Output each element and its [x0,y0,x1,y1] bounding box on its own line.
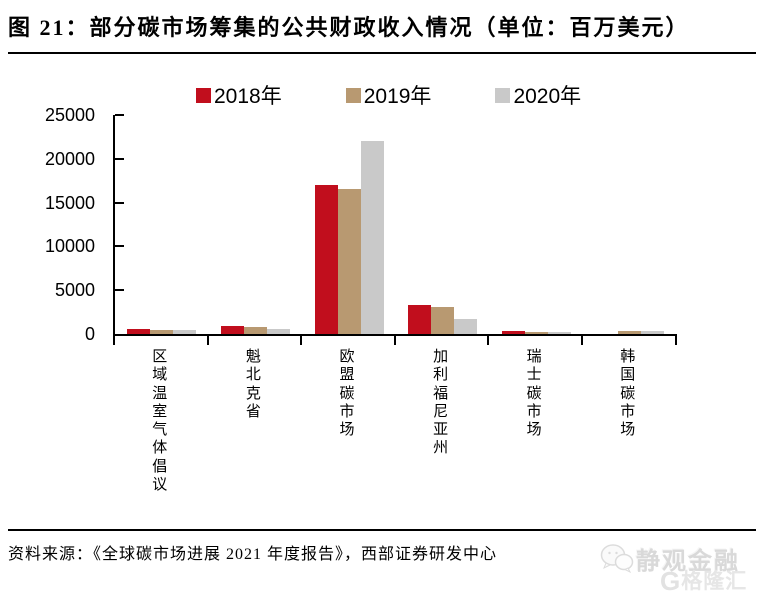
y-tick-label: 10000 [44,236,95,257]
bar-2019年-欧盟碳市场 [338,189,361,334]
gelonghui-logo-letter: G [660,566,682,596]
legend-item: 2019年 [345,80,432,110]
x-axis-tick [113,336,115,345]
x-axis-line [113,334,677,336]
bar-2019年-区域温室气体倡议 [150,330,173,334]
y-axis-line [113,115,115,336]
bar-2018年-区域温室气体倡议 [127,329,150,334]
y-tick-label: 15000 [44,192,95,213]
bar-2018年-加利福尼亚州 [408,305,431,334]
figure-title: 图 21：部分碳市场筹集的公共财政收入情况（单位：百万美元） [8,15,690,40]
y-axis-tick [115,114,124,116]
y-axis-tick [115,245,124,248]
x-axis-tick [393,336,396,345]
category-label: 区域温室气体倡议 [152,349,168,494]
legend-label: 2020年 [513,85,582,108]
bar-2018年-瑞士碳市场 [502,331,525,334]
x-axis-tick [581,336,583,345]
category-label: 加利福尼亚州 [433,349,449,457]
bar-2020年-魁北克省 [267,329,290,334]
y-axis-labels: 0 5000 10000 15000 20000 25000 [20,0,95,599]
y-axis-tick [115,157,124,160]
bar-2020年-加利福尼亚州 [454,319,477,334]
source-line: 资料来源：《全球碳市场进展 2021 年度报告》，西部证券研发中心 [8,546,498,563]
x-axis-tick [206,336,209,345]
x-axis-tick [487,336,490,345]
legend-label: 2019年 [363,85,432,108]
legend-label: 2018年 [214,85,282,108]
y-axis-tick [115,289,124,292]
bar-2018年-魁北克省 [221,326,244,334]
bar-2019年-魁北克省 [244,327,267,334]
footer-divider [8,529,756,531]
bar-2020年-区域温室气体倡议 [173,330,196,334]
title-divider [8,52,756,54]
legend-item: 2020年 [495,80,581,110]
bar-2019年-韩国碳市场 [618,331,641,334]
y-axis-tick [115,201,124,204]
bar-2018年-欧盟碳市场 [315,185,338,334]
wechat-icon [600,544,634,573]
x-axis-tick [300,336,303,345]
gelonghui-logo: G格隆汇 [660,565,747,597]
gelonghui-logo-text: 格隆汇 [681,570,748,593]
y-tick-label: 5000 [54,280,95,301]
legend-swatch [196,87,211,103]
watermark-account-name: 静观金融 [636,549,740,575]
bar-2020年-瑞士碳市场 [548,332,571,334]
y-tick-label: 0 [84,324,95,344]
bar-2019年-加利福尼亚州 [431,307,454,334]
x-axis-tick [674,336,677,345]
category-label: 韩国碳市场 [620,349,636,439]
legend-swatch [345,87,361,103]
legend-item: 2018年 [196,80,282,110]
category-label: 魁北克省 [245,349,261,420]
chart-legend: 2018年 2019年 2020年 [196,80,581,110]
bar-2020年-韩国碳市场 [641,331,664,334]
y-tick-label: 20000 [44,148,95,169]
bar-2019年-瑞士碳市场 [525,332,548,334]
watermark: 静观金融 G格隆汇 [594,539,764,599]
y-tick-label: 25000 [44,105,95,125]
category-label: 欧盟碳市场 [339,349,355,439]
category-label: 瑞士碳市场 [526,349,542,439]
legend-swatch [495,87,511,103]
bar-2020年-欧盟碳市场 [361,141,384,334]
